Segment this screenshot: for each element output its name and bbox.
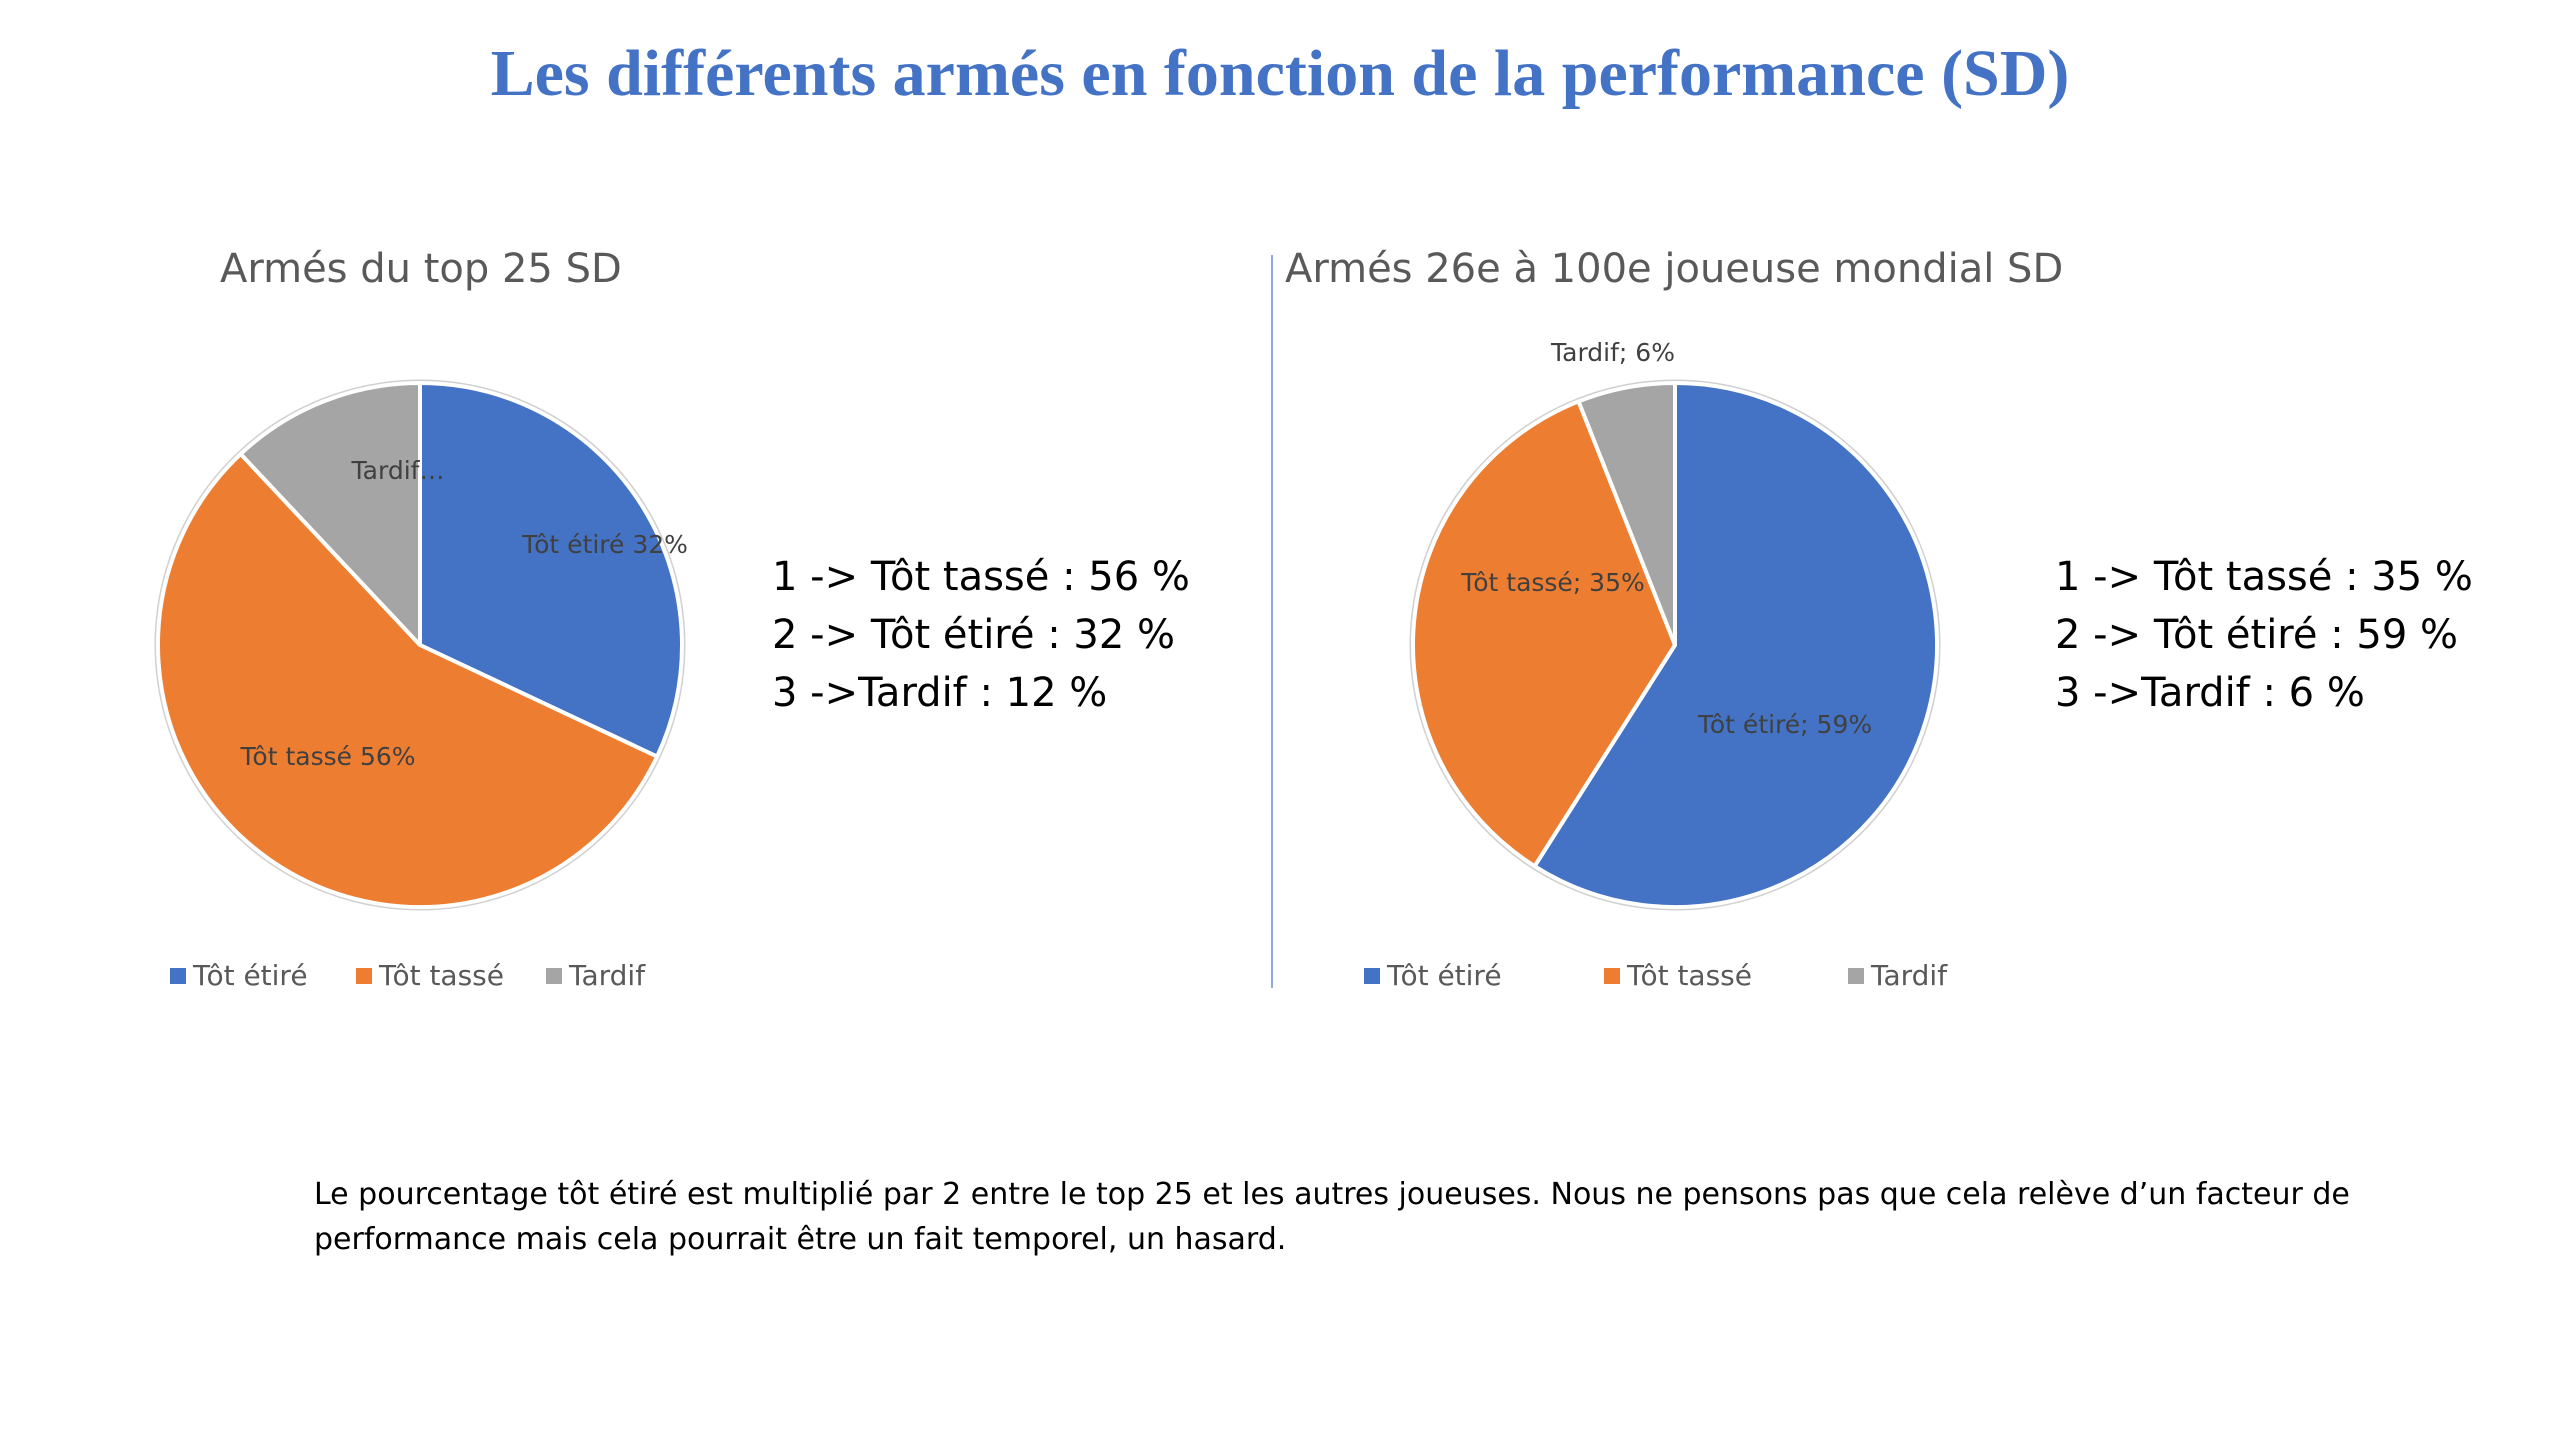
pie-slice xyxy=(156,452,660,909)
chart-26-100: Armés 26e à 100e joueuse mondial SD Tôt é… xyxy=(1255,235,2215,1035)
legend-swatch xyxy=(1846,966,1866,986)
chart-top25: Armés du top 25 SD Tôt étiré 32% Tôt tassé… xyxy=(115,235,1075,1035)
pie-slice xyxy=(1532,381,1939,909)
conclusion-note: Le pourcentage tôt étiré est multiplié p… xyxy=(314,1177,2350,1257)
chart-top25-svg: Armés du top 25 SD Tôt étiré 32% Tôt tassé… xyxy=(154,246,688,992)
pie-slice xyxy=(1576,381,1677,647)
stats-line: 2 -> Tôt étiré : 59 % xyxy=(2055,612,2459,658)
chart-26-100-svg: Armés 26e à 100e joueuse mondial SD Tôt é… xyxy=(1285,246,2063,992)
slice-data-label: Tardif; 6% xyxy=(1550,338,1675,367)
legend-entry: Tardif xyxy=(1870,959,1948,992)
slide-title: Les différents armés en fonction de la p… xyxy=(490,37,2070,110)
slice-data-label: Tôt étiré 32% xyxy=(521,530,688,559)
legend-entry: Tôt étiré xyxy=(192,959,308,992)
slice-data-label: Tardif… xyxy=(351,456,445,485)
legend-entry: Tôt tassé xyxy=(378,959,504,992)
pie-slice xyxy=(1411,399,1677,869)
stats-line: 1 -> Tôt tassé : 35 % xyxy=(2055,554,2473,600)
pie-slice xyxy=(418,381,684,759)
legend-entry: Tôt étiré xyxy=(1386,959,1502,992)
chart-divider xyxy=(1271,255,1273,988)
legend-swatch xyxy=(544,966,564,986)
legend-entry: Tôt tassé xyxy=(1626,959,1752,992)
slice-data-label: Tôt tassé; 35% xyxy=(1460,568,1645,597)
stats-line: 1 -> Tôt tassé : 56 % xyxy=(772,554,1190,600)
stats-line: 3 ->Tardif : 6 % xyxy=(2055,670,2365,716)
legend-swatch xyxy=(168,966,188,986)
chart-title: Armés 26e à 100e joueuse mondial SD xyxy=(1285,246,2063,292)
pie-slice xyxy=(238,381,422,647)
slice-data-label: Tôt étiré; 59% xyxy=(1697,710,1872,739)
legend-entry: Tardif xyxy=(568,959,646,992)
stats-line: 3 ->Tardif : 12 % xyxy=(772,670,1108,716)
stats-line: 2 -> Tôt étiré : 32 % xyxy=(772,612,1176,658)
legend-swatch xyxy=(1362,966,1382,986)
slice-data-label: Tôt tassé 56% xyxy=(239,742,415,771)
stats-26-100: 1 -> Tôt tassé : 35 % 2 -> Tôt étiré : 5… xyxy=(2055,548,2473,722)
legend-swatch xyxy=(354,966,374,986)
stats-top25: 1 -> Tôt tassé : 56 % 2 -> Tôt étiré : 3… xyxy=(772,548,1190,722)
chart-title: Armés du top 25 SD xyxy=(220,246,622,292)
legend-swatch xyxy=(1602,966,1622,986)
